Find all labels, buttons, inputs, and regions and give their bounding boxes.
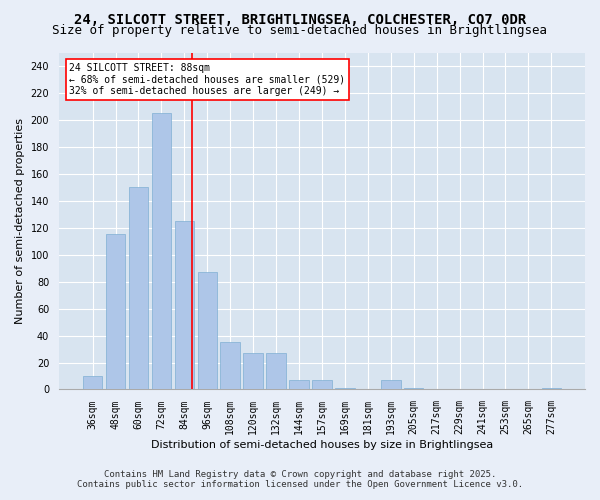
Bar bbox=[220, 342, 240, 390]
Bar bbox=[542, 388, 561, 390]
Bar bbox=[266, 353, 286, 390]
Bar bbox=[83, 376, 103, 390]
Bar bbox=[312, 380, 332, 390]
Text: 24 SILCOTT STREET: 88sqm
← 68% of semi-detached houses are smaller (529)
32% of : 24 SILCOTT STREET: 88sqm ← 68% of semi-d… bbox=[70, 62, 346, 96]
Bar bbox=[335, 388, 355, 390]
Bar bbox=[106, 234, 125, 390]
Bar bbox=[289, 380, 309, 390]
Bar bbox=[404, 388, 424, 390]
Bar bbox=[381, 380, 401, 390]
Bar bbox=[175, 221, 194, 390]
Bar bbox=[152, 113, 171, 390]
X-axis label: Distribution of semi-detached houses by size in Brightlingsea: Distribution of semi-detached houses by … bbox=[151, 440, 493, 450]
Bar bbox=[197, 272, 217, 390]
Bar bbox=[128, 188, 148, 390]
Text: 24, SILCOTT STREET, BRIGHTLINGSEA, COLCHESTER, CO7 0DR: 24, SILCOTT STREET, BRIGHTLINGSEA, COLCH… bbox=[74, 12, 526, 26]
Text: Size of property relative to semi-detached houses in Brightlingsea: Size of property relative to semi-detach… bbox=[53, 24, 548, 37]
Bar bbox=[244, 353, 263, 390]
Y-axis label: Number of semi-detached properties: Number of semi-detached properties bbox=[15, 118, 25, 324]
Text: Contains HM Land Registry data © Crown copyright and database right 2025.
Contai: Contains HM Land Registry data © Crown c… bbox=[77, 470, 523, 489]
